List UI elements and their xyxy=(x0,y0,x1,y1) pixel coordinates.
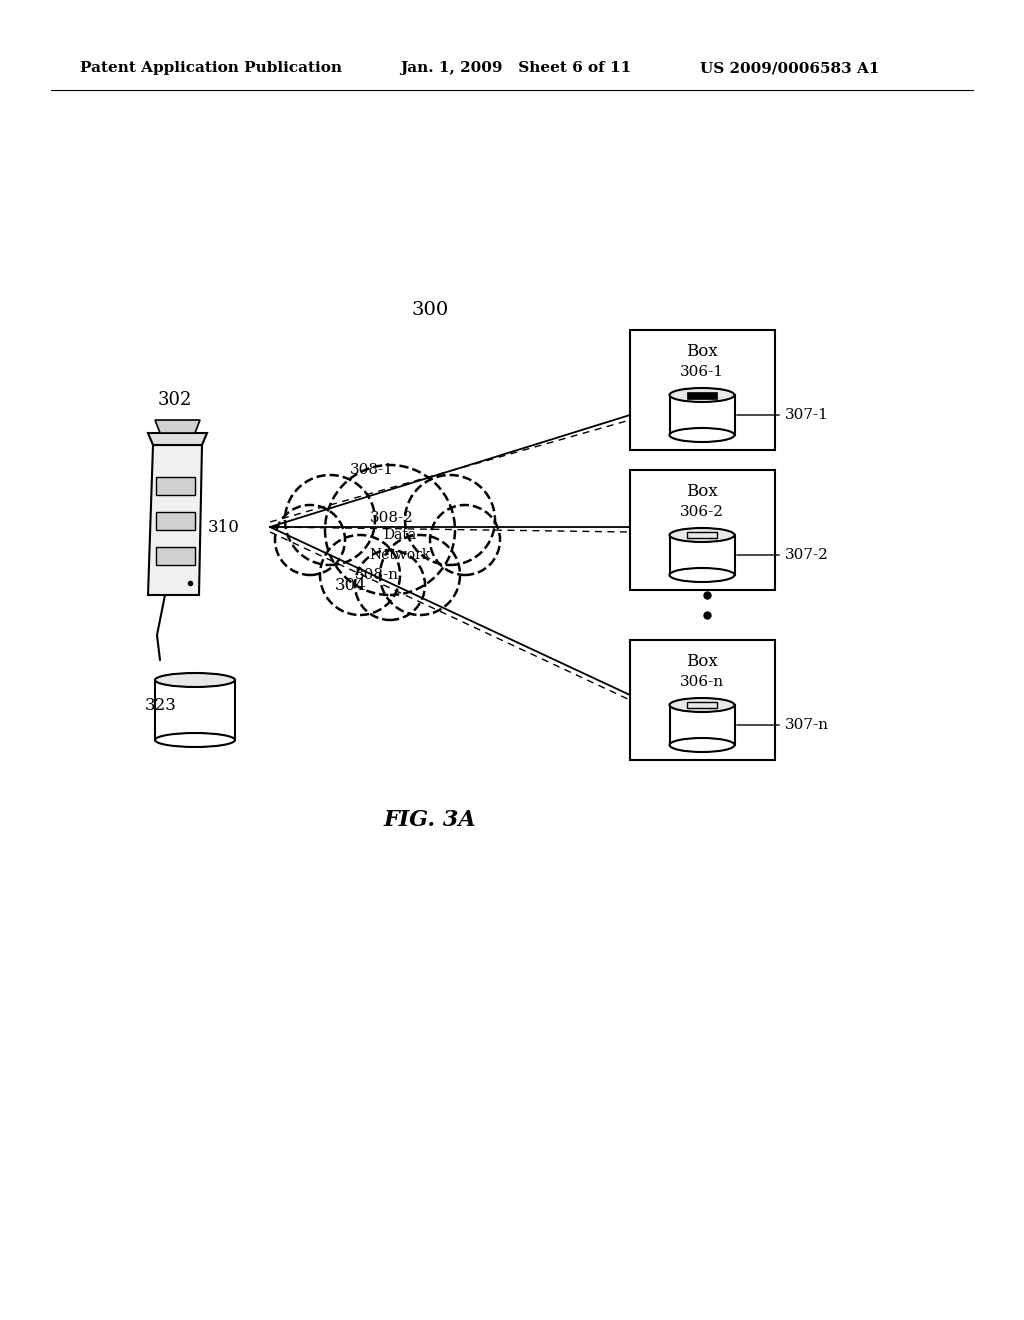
Text: 323: 323 xyxy=(145,697,177,714)
Text: 310: 310 xyxy=(208,519,240,536)
Text: 306-1: 306-1 xyxy=(680,366,724,379)
Polygon shape xyxy=(148,433,207,445)
Polygon shape xyxy=(148,445,202,595)
Text: Box: Box xyxy=(686,483,718,500)
Ellipse shape xyxy=(155,733,234,747)
Text: 308-1: 308-1 xyxy=(350,463,394,477)
Bar xyxy=(670,395,735,436)
Ellipse shape xyxy=(670,698,734,711)
Ellipse shape xyxy=(155,673,234,686)
Text: FIG. 3A: FIG. 3A xyxy=(384,809,476,832)
Bar xyxy=(156,477,195,495)
Text: 307-2: 307-2 xyxy=(785,548,828,562)
FancyBboxPatch shape xyxy=(630,470,775,590)
Bar xyxy=(156,546,195,565)
Text: Box: Box xyxy=(686,653,718,671)
Text: 306-2: 306-2 xyxy=(680,506,724,519)
Text: Box: Box xyxy=(686,343,718,360)
Text: 300: 300 xyxy=(412,301,449,319)
Bar xyxy=(670,535,735,576)
Text: 307-n: 307-n xyxy=(785,718,829,733)
Ellipse shape xyxy=(670,388,734,403)
Bar xyxy=(687,532,717,539)
Text: Patent Application Publication: Patent Application Publication xyxy=(80,61,342,75)
Text: 308-2: 308-2 xyxy=(370,511,414,525)
Ellipse shape xyxy=(670,738,734,752)
Text: 302: 302 xyxy=(158,391,193,409)
Bar xyxy=(687,702,717,708)
Text: 306-n: 306-n xyxy=(680,675,724,689)
FancyBboxPatch shape xyxy=(630,640,775,760)
Ellipse shape xyxy=(670,528,734,543)
Polygon shape xyxy=(155,420,200,433)
FancyBboxPatch shape xyxy=(630,330,775,450)
Text: 304: 304 xyxy=(335,577,367,594)
Text: 308-n: 308-n xyxy=(355,568,399,582)
Bar xyxy=(156,512,195,531)
Ellipse shape xyxy=(670,568,734,582)
Bar xyxy=(670,705,735,744)
Text: 307-1: 307-1 xyxy=(785,408,828,422)
Text: US 2009/0006583 A1: US 2009/0006583 A1 xyxy=(700,61,880,75)
Text: Data
Network: Data Network xyxy=(370,528,431,562)
Bar xyxy=(155,680,234,741)
Ellipse shape xyxy=(670,428,734,442)
Text: Jan. 1, 2009   Sheet 6 of 11: Jan. 1, 2009 Sheet 6 of 11 xyxy=(400,61,631,75)
Bar xyxy=(687,392,717,399)
